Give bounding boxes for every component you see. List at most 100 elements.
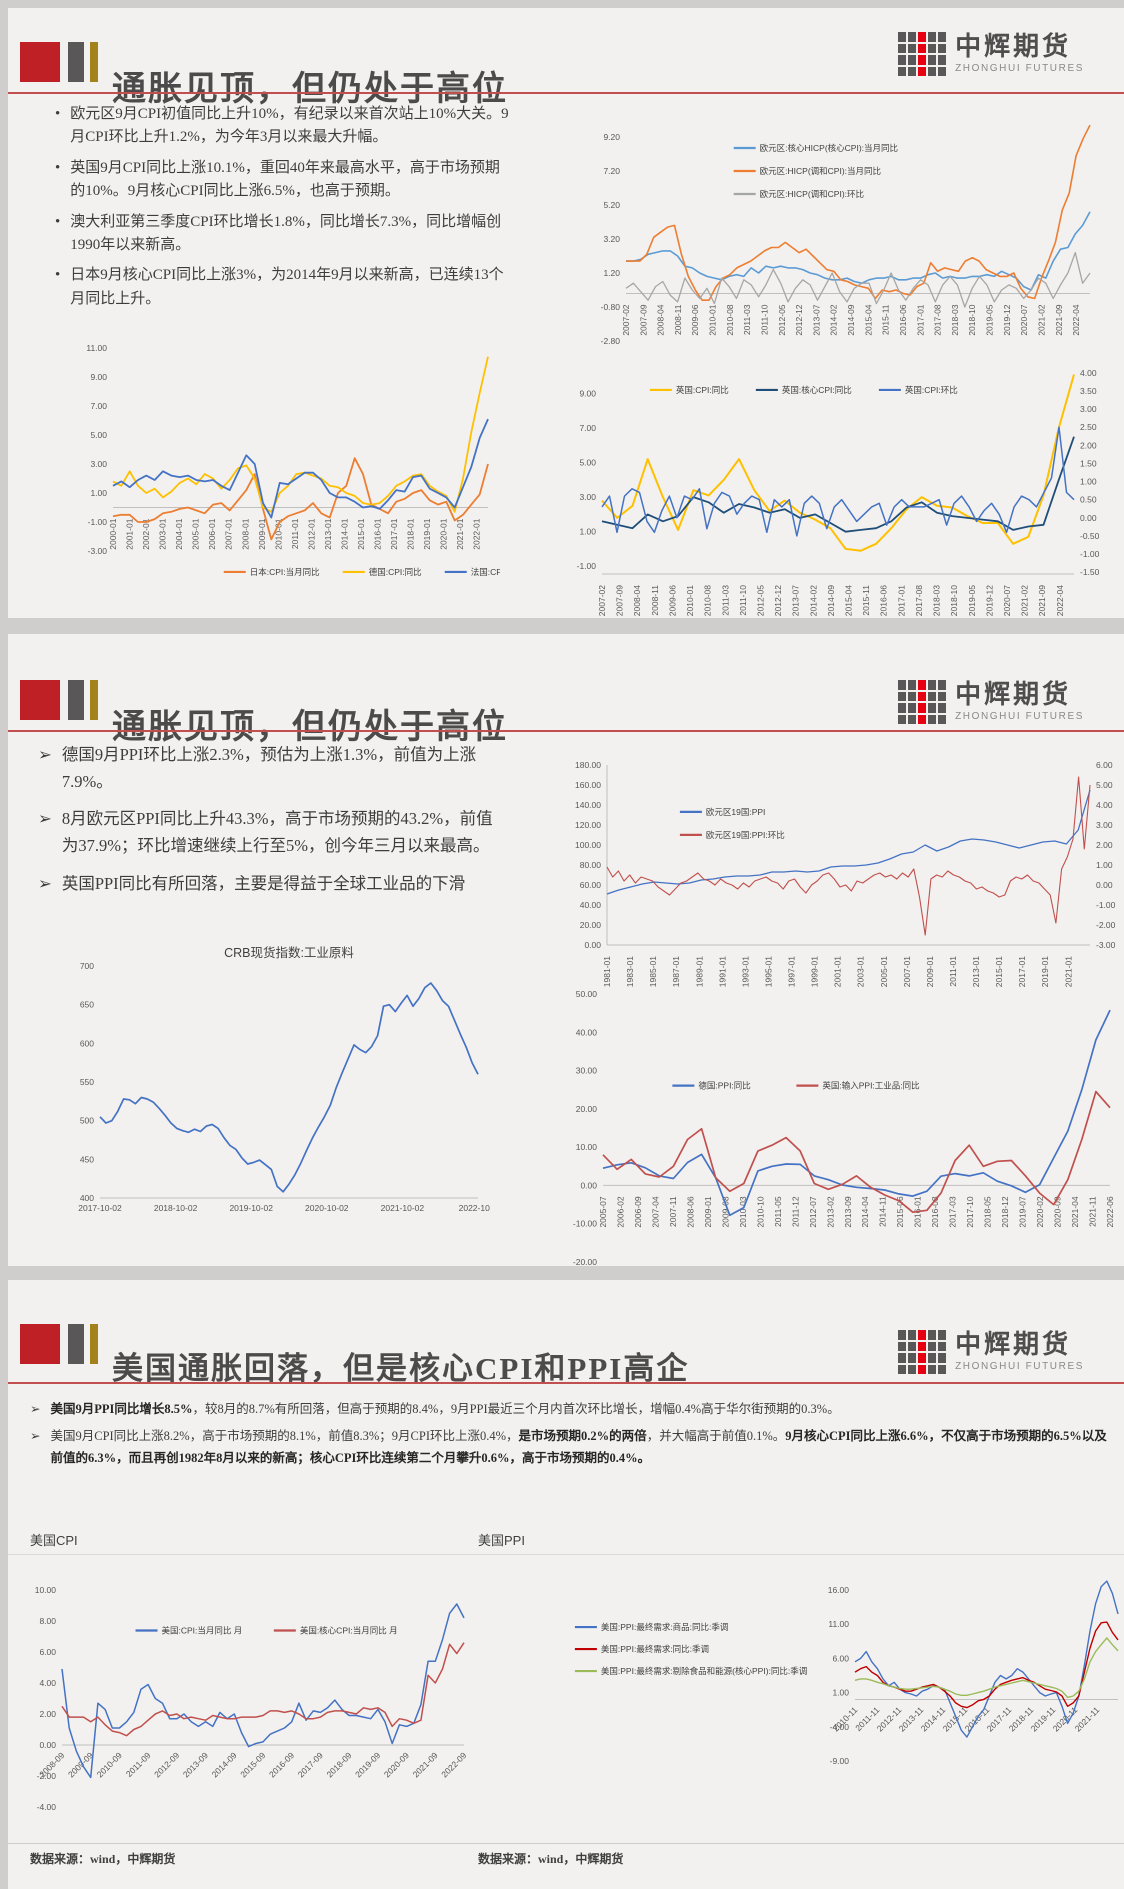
svg-text:2015-06: 2015-06 (895, 1196, 905, 1227)
svg-text:2019-05: 2019-05 (967, 585, 977, 616)
svg-text:5.00: 5.00 (579, 458, 596, 468)
svg-text:2017-08: 2017-08 (933, 304, 943, 335)
svg-text:2012-12: 2012-12 (794, 304, 804, 335)
svg-text:欧元区19国:PPI:环比: 欧元区19国:PPI:环比 (706, 830, 785, 840)
svg-text:2013-09: 2013-09 (181, 1750, 210, 1779)
bullet-text: 英国9月CPI同比上涨10.1%，重回40年来最高水平，高于市场预期的10%。9… (70, 159, 500, 200)
slide-title: 美国通胀回落，但是核心CPI和PPI高企 (112, 1350, 690, 1386)
svg-text:2007-11: 2007-11 (668, 1196, 678, 1227)
bullet-text: 日本9月核心CPI同比上涨3%，为2014年9月以来新高，已连续13个月同比上升… (70, 267, 504, 307)
svg-text:1997-01: 1997-01 (787, 956, 797, 987)
svg-text:1995-01: 1995-01 (763, 956, 773, 987)
svg-text:2012-01: 2012-01 (306, 518, 316, 549)
svg-text:2014-09: 2014-09 (846, 304, 856, 335)
svg-text:2007-02: 2007-02 (597, 585, 607, 616)
svg-text:2003-01: 2003-01 (856, 956, 866, 987)
svg-text:2019-05: 2019-05 (985, 304, 995, 335)
svg-text:9.20: 9.20 (603, 132, 620, 142)
bullet-item: • 英国9月CPI同比上涨10.1%，重回40年来最高水平，高于市场预期的10%。… (55, 157, 513, 204)
svg-text:2008-04: 2008-04 (656, 304, 666, 335)
svg-text:50.00: 50.00 (576, 989, 598, 999)
svg-text:-1.00: -1.00 (1080, 549, 1100, 559)
svg-text:2022-10-0: 2022-10-0 (459, 1203, 490, 1213)
title-red-square (20, 1324, 60, 1364)
svg-text:2022-09: 2022-09 (439, 1750, 468, 1779)
slide-title: 通胀见顶，但仍处于高位 (112, 708, 508, 746)
svg-text:2017-01: 2017-01 (896, 585, 906, 616)
svg-text:2009-01: 2009-01 (257, 518, 267, 549)
svg-text:英国:CPI:环比: 英国:CPI:环比 (905, 385, 958, 395)
svg-text:2022-01: 2022-01 (472, 518, 482, 549)
svg-text:2014-09: 2014-09 (210, 1750, 239, 1779)
svg-text:1981-01: 1981-01 (602, 956, 612, 987)
logo-name: 中辉期货 (955, 680, 1072, 709)
svg-text:2014-02: 2014-02 (829, 304, 839, 335)
svg-text:3.20: 3.20 (603, 234, 620, 244)
svg-text:2007-02: 2007-02 (621, 304, 631, 335)
svg-text:2012-09: 2012-09 (152, 1750, 181, 1779)
svg-text:2.00: 2.00 (39, 1709, 56, 1719)
title-red-square (20, 680, 60, 720)
svg-text:3.00: 3.00 (1080, 404, 1097, 414)
svg-text:2005-07: 2005-07 (598, 1196, 608, 1227)
svg-text:2021-02: 2021-02 (1020, 585, 1030, 616)
svg-text:-0.50: -0.50 (1080, 531, 1100, 541)
svg-text:2015-11: 2015-11 (881, 304, 891, 335)
bullet-item: ➢ 8月欧元区PPI同比上升43.3%，高于市场预期的43.2%，前值为37.9%… (38, 806, 494, 859)
chart-uk-cpi: 9.00 7.00 5.00 3.00 1.00 -1.00 4.00 3.50 3.00 2.5… (577, 368, 1100, 616)
svg-text:2019-01: 2019-01 (422, 518, 432, 549)
svg-text:美国:PPI:最终需求:同比:季调: 美国:PPI:最终需求:同比:季调 (601, 1644, 709, 1654)
svg-text:2009-01: 2009-01 (925, 956, 935, 987)
svg-text:2018-01: 2018-01 (406, 518, 416, 549)
svg-text:2010-09: 2010-09 (95, 1750, 124, 1779)
header-rule (8, 1382, 1124, 1384)
svg-text:2017-08: 2017-08 (914, 585, 924, 616)
svg-text:法国:CPI:同比: 法国:CPI:同比 (471, 567, 500, 577)
svg-text:1999-01: 1999-01 (810, 956, 820, 987)
svg-text:2021-11: 2021-11 (1088, 1196, 1098, 1227)
svg-text:6.00: 6.00 (39, 1647, 56, 1657)
svg-text:2016-08: 2016-08 (930, 1196, 940, 1227)
title-gray-square (68, 680, 84, 720)
svg-text:欧元区:核心HICP(核心CPI):当月同比: 欧元区:核心HICP(核心CPI):当月同比 (760, 143, 898, 153)
svg-text:2010-08: 2010-08 (703, 585, 713, 616)
svg-text:2.00: 2.00 (1096, 840, 1113, 850)
bullet-item: ➢ 德国9月PPI环比上涨2.3%，预估为上涨1.3%，前值为上涨7.9%。 (38, 742, 494, 795)
svg-text:1991-01: 1991-01 (717, 956, 727, 987)
svg-text:2001-01: 2001-01 (833, 956, 843, 987)
svg-text:2009-08: 2009-08 (720, 1196, 730, 1227)
svg-text:2010-08: 2010-08 (725, 304, 735, 335)
slide-inflation-cpi: 通胀见顶，但仍处于高位 中辉期货 ZHONGHUI FUTURES • 欧元区9月… (8, 8, 1124, 618)
svg-text:700: 700 (80, 961, 94, 971)
chart-eurozone19-ppi: 180.00 160.00 140.00 120.00 100.00 80.00 60.00… (575, 760, 1116, 987)
svg-text:650: 650 (80, 1000, 94, 1010)
svg-text:60.00: 60.00 (580, 880, 602, 890)
svg-text:2022-04: 2022-04 (1071, 304, 1081, 335)
svg-text:2007-01: 2007-01 (224, 518, 234, 549)
svg-text:2015-04: 2015-04 (863, 304, 873, 335)
svg-text:2021-09: 2021-09 (1037, 585, 1047, 616)
svg-text:2016-01: 2016-01 (373, 518, 383, 549)
slide-us-inflation: 美国通胀回落，但是核心CPI和PPI高企 中辉期货 ZHONGHUI FUTUR… (8, 1280, 1124, 1889)
svg-text:-3.00: -3.00 (88, 546, 108, 556)
bullet-item: ➢ 英国PPI同比有所回落，主要是得益于全球工业品的下滑 (38, 871, 494, 898)
svg-text:11.00: 11.00 (828, 1619, 849, 1629)
svg-text:3.00: 3.00 (1096, 820, 1113, 830)
svg-text:2000-01: 2000-01 (108, 518, 118, 549)
svg-text:9.00: 9.00 (90, 372, 107, 382)
svg-text:2013-07: 2013-07 (791, 585, 801, 616)
svg-text:2021-01: 2021-01 (455, 518, 465, 549)
svg-text:3.00: 3.00 (90, 459, 107, 469)
svg-text:2017-10: 2017-10 (965, 1196, 975, 1227)
svg-text:-3.00: -3.00 (1096, 940, 1116, 950)
svg-text:美国:核心CPI:当月同比 月: 美国:核心CPI:当月同比 月 (300, 1626, 398, 1636)
svg-text:1.00: 1.00 (832, 1688, 849, 1698)
svg-text:0.00: 0.00 (1080, 513, 1097, 523)
svg-text:500: 500 (80, 1116, 94, 1126)
chart-us-ppi: 16.0011.006.001.00-4.00-9.002010-112011-… (574, 1580, 1119, 1766)
svg-text:-1.00: -1.00 (88, 517, 108, 527)
svg-text:100.00: 100.00 (575, 840, 601, 850)
svg-text:2013-01: 2013-01 (971, 956, 981, 987)
svg-text:2017-03: 2017-03 (948, 1196, 958, 1227)
